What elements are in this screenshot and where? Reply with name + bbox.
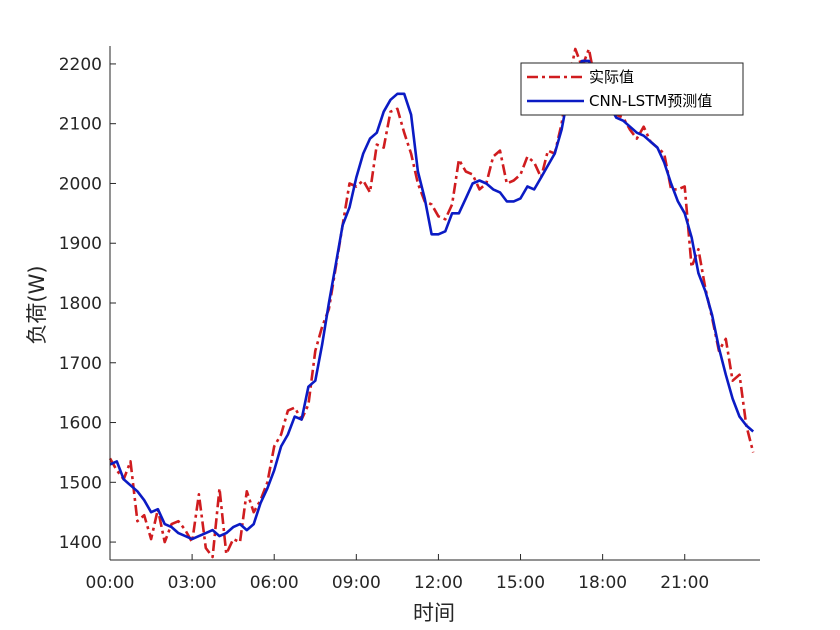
prediction-series-line (109, 59, 755, 541)
x-tick-label: 00:00 (86, 573, 135, 593)
y-tick-label: 1700 (59, 354, 102, 374)
y-tick-label: 1400 (59, 533, 102, 553)
y-axis-label: 负荷(W) (25, 265, 49, 344)
y-tick-label: 2200 (59, 55, 102, 75)
y-tick-label: 2000 (59, 174, 102, 194)
legend-entry-actual: 实际值 (589, 68, 634, 86)
x-tick-label: 03:00 (168, 573, 217, 593)
y-tick-label: 1800 (59, 294, 102, 314)
plot-series (108, 47, 755, 559)
y-tick-label: 1500 (59, 473, 102, 493)
x-tick-label: 06:00 (250, 573, 299, 593)
y-tick-label: 1900 (59, 234, 102, 254)
x-tick-label: 21:00 (660, 573, 709, 593)
legend-box (520, 62, 744, 116)
x-axis-ticks: 00:00 03:00 06:00 09:00 12:00 15:00 18:00 21:00 (86, 554, 709, 593)
x-tick-label: 12:00 (414, 573, 463, 593)
y-tick-label: 1600 (59, 414, 102, 434)
x-tick-label: 09:00 (332, 573, 381, 593)
legend: 实际值 CNN-LSTM预测值 (520, 62, 744, 116)
y-tick-label: 2100 (59, 115, 102, 135)
y-axis-ticks: 1400 1500 1600 1700 1800 1900 2000 2100 2200 (59, 55, 116, 553)
actual-series-line (108, 47, 755, 559)
axes (109, 46, 760, 561)
x-tick-label: 15:00 (496, 573, 545, 593)
legend-entry-prediction: CNN-LSTM预测值 (589, 92, 712, 110)
x-axis-label: 时间 (413, 601, 455, 625)
x-tick-label: 18:00 (578, 573, 627, 593)
